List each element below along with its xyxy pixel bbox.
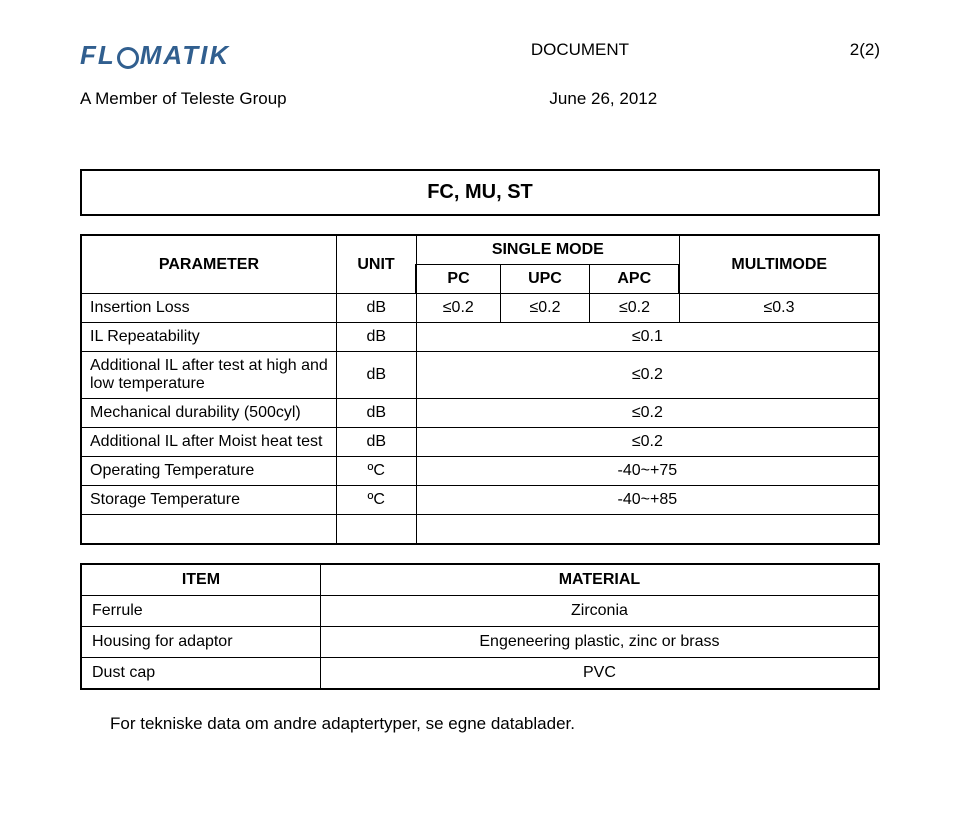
param-name: IL Repeatability — [81, 323, 336, 352]
mat-material: Zirconia — [320, 596, 879, 627]
page-number: 2(2) — [850, 40, 880, 60]
table-row: Housing for adaptor Engeneering plastic,… — [81, 627, 879, 658]
table-row: Additional IL after Moist heat test dB ≤… — [81, 428, 879, 457]
title-cell: FC, MU, ST — [81, 170, 879, 215]
header-multimode: MULTIMODE — [679, 235, 879, 294]
table-row: Operating Temperature ºC -40~+75 — [81, 457, 879, 486]
mat-material: Engeneering plastic, zinc or brass — [320, 627, 879, 658]
parameter-table: PARAMETER UNIT SINGLE MODE MULTIMODE PC … — [80, 234, 880, 545]
param-span: ≤0.2 — [416, 399, 879, 428]
table-row: Mechanical durability (500cyl) dB ≤0.2 — [81, 399, 879, 428]
logo-o-icon — [117, 47, 139, 69]
param-unit: dB — [336, 399, 416, 428]
table-row: Additional IL after test at high and low… — [81, 352, 879, 399]
logo: FL MATIK — [80, 40, 230, 71]
table-row: Storage Temperature ºC -40~+85 — [81, 486, 879, 515]
spacer — [840, 89, 880, 109]
document-label: DOCUMENT — [531, 40, 629, 60]
param-name: Mechanical durability (500cyl) — [81, 399, 336, 428]
param-name: Storage Temperature — [81, 486, 336, 515]
material-table: ITEM MATERIAL Ferrule Zirconia Housing f… — [80, 563, 880, 690]
mat-item: Ferrule — [81, 596, 320, 627]
header-single-mode: SINGLE MODE — [416, 235, 679, 265]
param-span: ≤0.2 — [416, 428, 879, 457]
footnote: For tekniske data om andre adaptertyper,… — [80, 714, 880, 734]
param-span: ≤0.1 — [416, 323, 879, 352]
param-upc: ≤0.2 — [500, 294, 589, 323]
logo-post: MATIK — [140, 40, 230, 71]
header-unit: UNIT — [336, 235, 416, 294]
mat-material: PVC — [320, 658, 879, 690]
table-row: IL Repeatability dB ≤0.1 — [81, 323, 879, 352]
param-apc: ≤0.2 — [590, 294, 680, 323]
member-text: A Member of Teleste Group — [80, 89, 287, 109]
param-span: -40~+75 — [416, 457, 879, 486]
mat-item: Housing for adaptor — [81, 627, 320, 658]
logo-pre: FL — [80, 40, 116, 71]
header-material: MATERIAL — [320, 564, 879, 596]
param-unit: ºC — [336, 457, 416, 486]
empty-cell — [336, 515, 416, 545]
param-pc: ≤0.2 — [416, 294, 500, 323]
header-pc: PC — [416, 265, 500, 294]
param-unit: dB — [336, 428, 416, 457]
table-row: Ferrule Zirconia — [81, 596, 879, 627]
header-item: ITEM — [81, 564, 320, 596]
param-unit: dB — [336, 352, 416, 399]
mat-item: Dust cap — [81, 658, 320, 690]
param-name: Additional IL after Moist heat test — [81, 428, 336, 457]
param-span: ≤0.2 — [416, 352, 879, 399]
param-span: -40~+85 — [416, 486, 879, 515]
param-name: Additional IL after test at high and low… — [81, 352, 336, 399]
header-parameter: PARAMETER — [81, 235, 336, 294]
header-upc: UPC — [500, 265, 589, 294]
header-apc: APC — [590, 265, 680, 294]
empty-cell — [416, 515, 879, 545]
param-name: Insertion Loss — [81, 294, 336, 323]
empty-cell — [81, 515, 336, 545]
table-row: Dust cap PVC — [81, 658, 879, 690]
date-text: June 26, 2012 — [549, 89, 657, 109]
param-unit: dB — [336, 323, 416, 352]
table-row: Insertion Loss dB ≤0.2 ≤0.2 ≤0.2 ≤0.3 — [81, 294, 879, 323]
param-unit: ºC — [336, 486, 416, 515]
param-mm: ≤0.3 — [679, 294, 879, 323]
param-name: Operating Temperature — [81, 457, 336, 486]
header-row: FL MATIK DOCUMENT 2(2) — [80, 40, 880, 71]
title-table: FC, MU, ST — [80, 169, 880, 216]
param-unit: dB — [336, 294, 416, 323]
sub-header-row: A Member of Teleste Group June 26, 2012 — [80, 89, 880, 109]
table-row-empty — [81, 515, 879, 545]
